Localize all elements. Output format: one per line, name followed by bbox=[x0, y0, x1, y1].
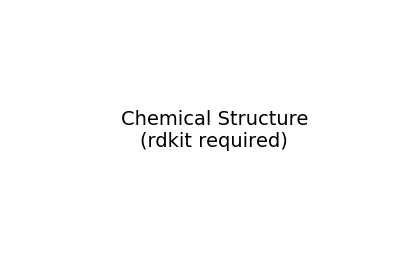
Text: Chemical Structure
(rdkit required): Chemical Structure (rdkit required) bbox=[120, 110, 308, 151]
